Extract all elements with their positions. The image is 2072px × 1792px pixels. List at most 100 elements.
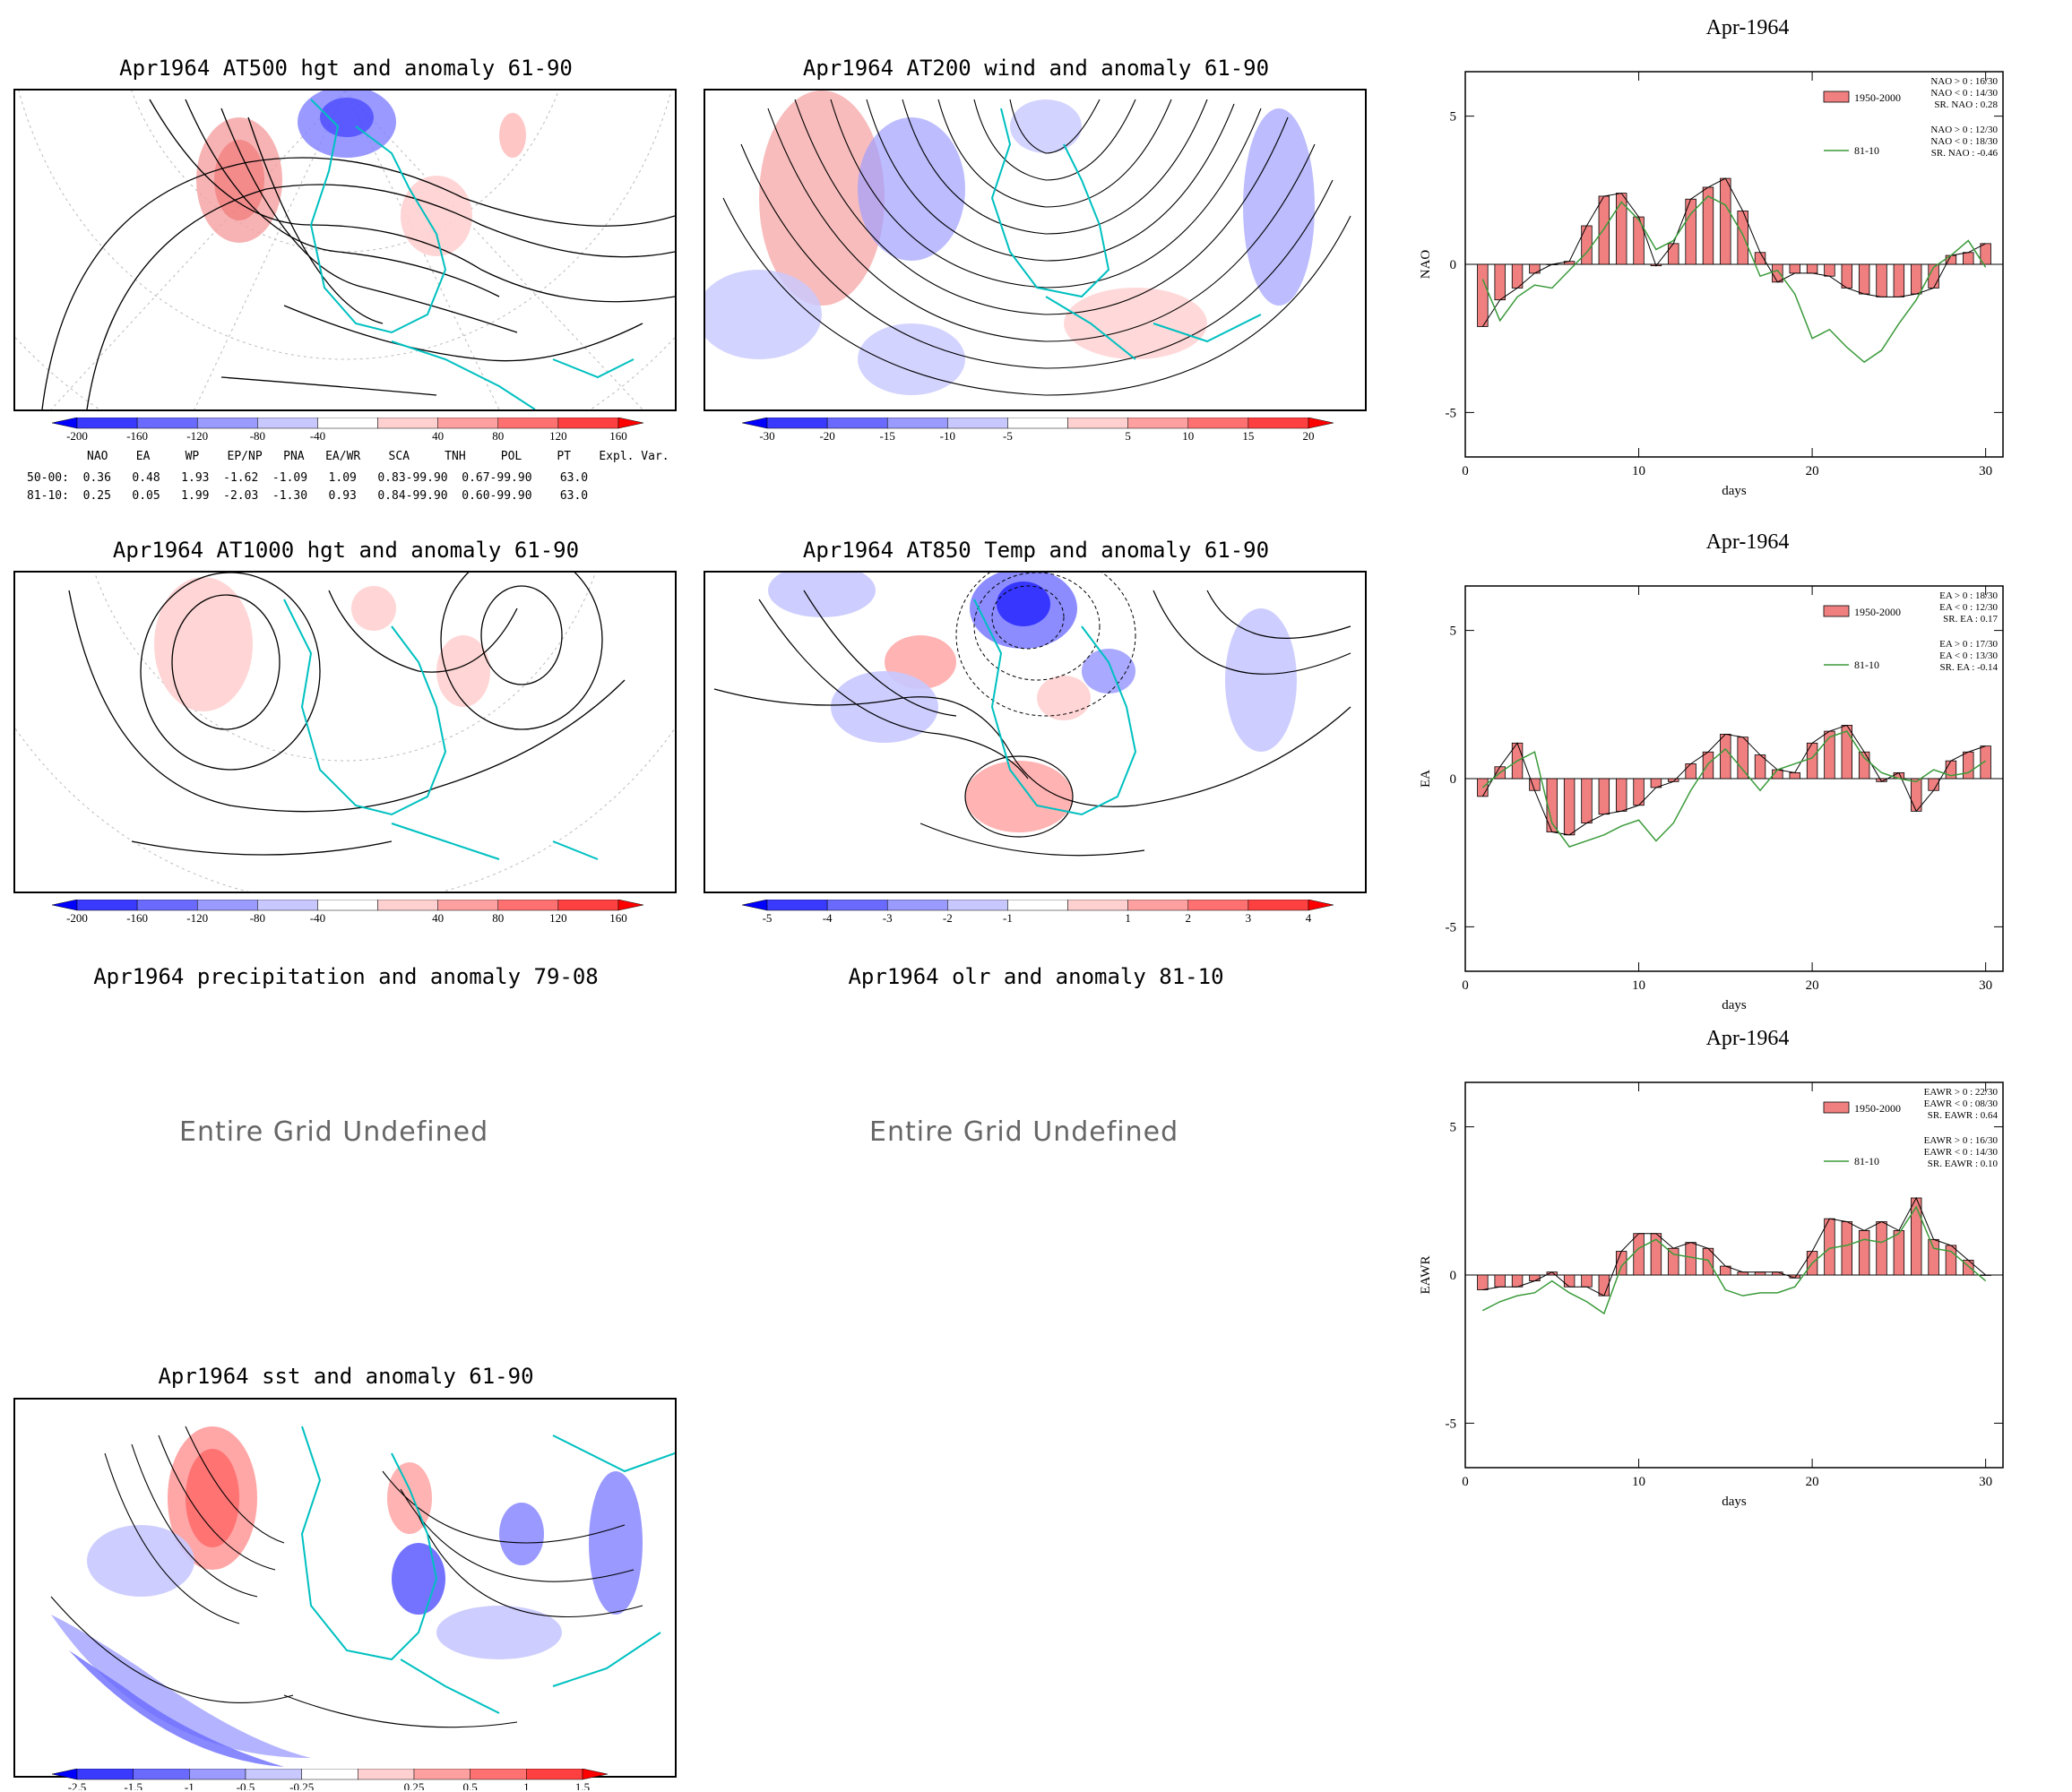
legend-stat: NAO > 0 : 12/30 <box>1930 125 1998 135</box>
y-tick-label: 0 <box>1450 1269 1457 1283</box>
bar <box>1737 737 1748 780</box>
bar <box>1598 195 1610 265</box>
bar <box>1633 1233 1645 1276</box>
colorbar-label: -30 <box>759 429 774 443</box>
bar <box>1824 1218 1835 1276</box>
legend-stat: NAO > 0 : 16/30 <box>1930 76 1998 87</box>
colorbar-label: 40 <box>432 911 444 925</box>
bar <box>1668 243 1679 265</box>
colorbar-swatch <box>437 900 499 911</box>
colorbar-swatch <box>766 900 828 911</box>
colorbar-swatch <box>1187 900 1249 911</box>
legend-stat: NAO < 0 : 14/30 <box>1930 88 1998 99</box>
bar <box>1529 1274 1541 1282</box>
colorbar-arrow-left <box>52 1769 78 1780</box>
legend-stat: EA > 0 : 17/30 <box>1939 639 1998 650</box>
ea-chart: -5 0 5 0 10 20 30 days EA 1950-2000 81-10 EA > 0 : … <box>1419 585 2004 1012</box>
colorbar-swatch <box>377 900 438 911</box>
eawr-chart-title: Apr-1964 <box>1705 1027 1790 1050</box>
bar <box>1806 742 1818 780</box>
legend-label-line: 81-10 <box>1854 659 1879 671</box>
colorbar-label: 120 <box>549 429 567 443</box>
colorbar-swatch <box>947 900 1008 911</box>
colorbar-label: -2.5 <box>68 1780 87 1790</box>
colorbar-label: 5 <box>1125 429 1131 443</box>
colorbar-swatch <box>437 418 499 429</box>
legend-stat: SR. EAWR : 0.10 <box>1928 1159 1999 1169</box>
bar <box>1511 1274 1524 1288</box>
bar <box>1720 733 1731 780</box>
x-axis-label: days <box>1722 484 1747 498</box>
colorbar-swatch <box>317 418 378 429</box>
map-at500 <box>13 89 677 411</box>
bar <box>1841 725 1853 780</box>
x-tick-label: 30 <box>1979 1475 1992 1489</box>
colorbar-swatch <box>947 418 1008 429</box>
colorbar-arrow-left <box>52 418 78 429</box>
colorbar-swatch <box>358 1769 415 1780</box>
bar <box>1789 771 1800 780</box>
colorbar-label: 1 <box>1125 911 1131 925</box>
legend-label-line: 81-10 <box>1854 144 1879 157</box>
map-sst-svg <box>50 1426 675 1767</box>
x-axis-label: days <box>1722 998 1747 1012</box>
colorbar-swatch <box>1067 418 1128 429</box>
precip-undefined-text: Entire Grid Undefined <box>179 1116 489 1148</box>
colorbar-swatch <box>377 418 438 429</box>
colorbar-arrow-right <box>582 1769 608 1780</box>
bar <box>1963 252 1974 265</box>
y-tick-label: -5 <box>1446 1417 1457 1431</box>
colorbar-swatch <box>189 1769 246 1780</box>
map-title-olr: Apr1964 olr and anomaly 81-10 <box>848 964 1224 989</box>
colorbar-label: -80 <box>250 911 265 925</box>
colorbar-swatch <box>497 418 559 429</box>
legend-stat: SR. EA : 0.17 <box>1943 614 1998 625</box>
nao-chart: -5 0 5 0 10 20 30 days NAO 1950-2000 81-10 NAO > 0 … <box>1419 71 2004 498</box>
x-tick-label: 20 <box>1806 464 1819 478</box>
legend-stat: SR. EA : -0.14 <box>1940 662 1999 673</box>
bar <box>1876 263 1887 297</box>
eawr-chart: -5 0 5 0 10 20 30 days EAWR 1950-2000 81-10 EAWR > … <box>1419 1081 2004 1509</box>
colorbar-label: 0.5 <box>463 1780 478 1790</box>
y-tick-label: 5 <box>1450 110 1457 125</box>
colorbar-swatch <box>196 900 258 911</box>
bar <box>1720 177 1731 265</box>
bar <box>1789 263 1800 274</box>
legend-stat: EA > 0 : 18/30 <box>1939 590 1998 601</box>
y-tick-label: 0 <box>1450 258 1457 272</box>
bar <box>1633 216 1645 265</box>
bar <box>1529 263 1541 274</box>
colorbar-swatch <box>826 900 888 911</box>
bar <box>1858 263 1870 295</box>
bar <box>1581 1274 1593 1288</box>
colorbar-label: 160 <box>609 429 627 443</box>
colorbar-label: -40 <box>310 429 325 443</box>
x-tick-label: 10 <box>1632 978 1645 993</box>
legend-stat: EA < 0 : 12/30 <box>1939 602 1998 613</box>
map-at850-svg <box>713 573 1351 857</box>
colorbar-label: 4 <box>1306 911 1312 925</box>
colorbar-swatch <box>497 900 559 911</box>
bar <box>1858 751 1870 780</box>
map-title-at200: Apr1964 AT200 wind and anomaly 61-90 <box>802 56 1270 81</box>
bar <box>1911 263 1922 295</box>
colorbar-swatch <box>76 1769 134 1780</box>
bar <box>1685 763 1696 780</box>
colorbar-label: -160 <box>126 429 148 443</box>
olr-undefined-text: Entire Grid Undefined <box>869 1116 1179 1148</box>
colorbar-label: 40 <box>432 429 444 443</box>
legend-stat: EAWR < 0 : 14/30 <box>1924 1147 1999 1158</box>
bar <box>1824 730 1835 780</box>
legend-swatch-bar <box>1823 1101 1850 1114</box>
colorbar-swatch <box>826 418 888 429</box>
bar <box>1598 778 1610 815</box>
colorbar-swatch <box>557 418 619 429</box>
colorbar-arrow-left <box>742 900 768 911</box>
map-at1000 <box>13 571 677 893</box>
colorbar-label: -15 <box>880 429 895 443</box>
bar <box>1980 1274 1991 1276</box>
colorbar-swatch <box>886 418 948 429</box>
colorbar-label: 3 <box>1246 911 1252 925</box>
x-tick-label: 0 <box>1462 978 1469 993</box>
colorbar-swatch <box>886 900 948 911</box>
